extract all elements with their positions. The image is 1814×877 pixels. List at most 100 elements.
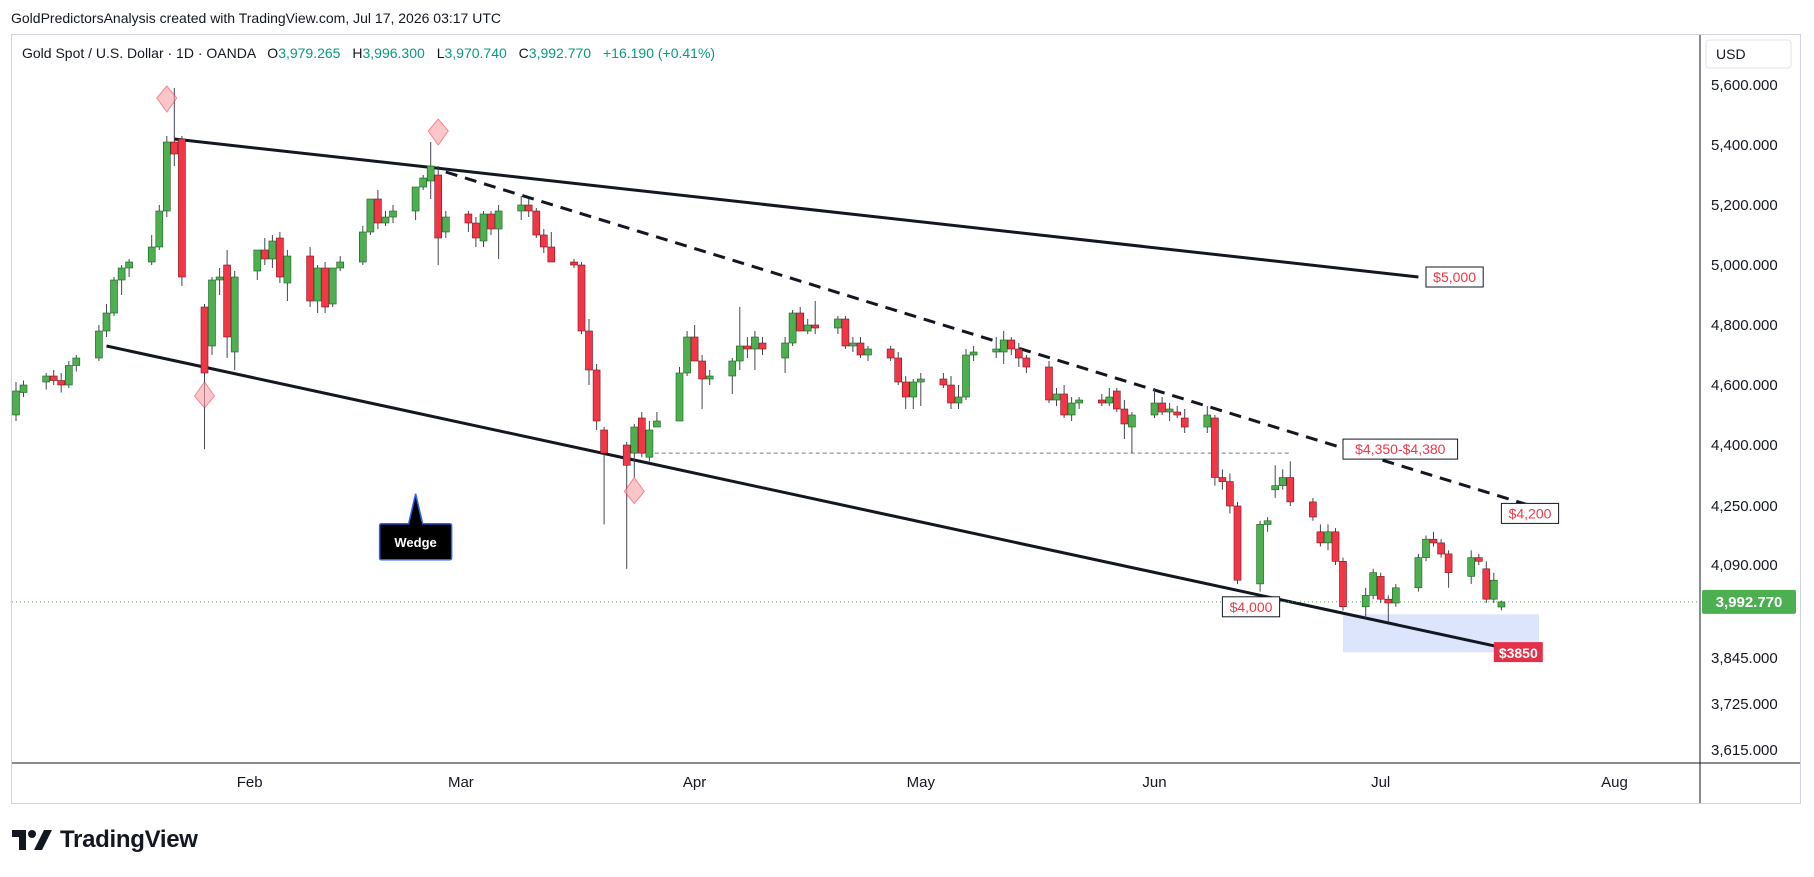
candle bbox=[1007, 337, 1016, 355]
y-tick-label: 4,400.000 bbox=[1711, 437, 1778, 454]
candle bbox=[1120, 400, 1129, 439]
candle bbox=[434, 166, 443, 265]
candle bbox=[117, 265, 126, 295]
candle bbox=[253, 249, 262, 280]
candle bbox=[12, 382, 20, 421]
trendline-wedge-lower[interactable] bbox=[106, 344, 1525, 654]
candle bbox=[276, 232, 284, 283]
candle bbox=[675, 367, 684, 422]
y-tick-label: 4,250.000 bbox=[1711, 498, 1778, 515]
candle bbox=[834, 316, 842, 334]
candle bbox=[992, 337, 1001, 358]
candle bbox=[637, 412, 646, 458]
candle bbox=[600, 427, 608, 525]
price-label[interactable]: $4,200 bbox=[1500, 502, 1560, 524]
candle bbox=[1369, 568, 1377, 600]
price-label[interactable]: $5,000 bbox=[1425, 266, 1484, 288]
wedge-callout[interactable]: Wedge bbox=[378, 493, 453, 561]
svg-text:Gold Spot / U.S. Dollar · 1D ·: Gold Spot / U.S. Dollar · 1D · OANDA O3,… bbox=[22, 45, 715, 61]
candle bbox=[1128, 412, 1136, 454]
candle bbox=[1158, 397, 1166, 415]
candle bbox=[1309, 497, 1317, 521]
candle bbox=[57, 373, 66, 393]
candle bbox=[1022, 355, 1031, 373]
candle bbox=[1203, 406, 1212, 433]
legend-open-label: O bbox=[267, 45, 278, 61]
y-tick-label: 3,615.000 bbox=[1711, 742, 1778, 759]
candle bbox=[547, 232, 556, 263]
candle bbox=[366, 198, 375, 235]
candle bbox=[743, 337, 752, 358]
tradingview-logo-text: TradingView bbox=[60, 826, 198, 853]
x-tick-label: Apr bbox=[683, 774, 706, 791]
candle bbox=[758, 337, 767, 355]
candle bbox=[886, 346, 895, 361]
svg-text:$4,350-$4,380: $4,350-$4,380 bbox=[1355, 441, 1446, 457]
candle bbox=[1361, 587, 1370, 619]
candle bbox=[630, 424, 639, 478]
candle bbox=[65, 361, 73, 388]
candle bbox=[19, 380, 28, 397]
x-tick-label: Mar bbox=[448, 774, 474, 791]
tradingview-logo[interactable]: TradingView bbox=[12, 826, 198, 854]
candle bbox=[577, 262, 586, 334]
candle bbox=[1278, 469, 1287, 490]
last-price-value: 3,992.770 bbox=[1716, 594, 1783, 611]
candle bbox=[1331, 528, 1340, 565]
trendline-wedge-upper[interactable] bbox=[174, 137, 1419, 279]
candle bbox=[683, 331, 691, 376]
candle bbox=[328, 267, 337, 307]
candle bbox=[215, 268, 224, 295]
candle bbox=[200, 304, 209, 450]
y-tick-label: 3,725.000 bbox=[1711, 696, 1778, 713]
candle bbox=[163, 136, 171, 217]
candle bbox=[336, 256, 345, 271]
arrow-marker-down-icon bbox=[156, 85, 178, 113]
candle bbox=[1497, 600, 1506, 611]
candle bbox=[894, 352, 903, 385]
x-tick-label: Aug bbox=[1601, 774, 1628, 791]
candle bbox=[856, 337, 865, 358]
svg-text:$3850: $3850 bbox=[1499, 645, 1538, 661]
svg-text:$4,200: $4,200 bbox=[1509, 505, 1552, 521]
y-tick-label: 4,090.000 bbox=[1711, 557, 1778, 574]
svg-text:$4,000: $4,000 bbox=[1230, 599, 1273, 615]
arrow-marker-up-icon bbox=[193, 381, 216, 409]
candle bbox=[147, 235, 156, 265]
candle bbox=[864, 346, 872, 361]
legend-high-label: H bbox=[352, 45, 362, 61]
candle bbox=[306, 247, 314, 307]
chart-frame bbox=[11, 34, 1801, 804]
candle bbox=[916, 373, 925, 406]
candle bbox=[811, 301, 820, 334]
candle bbox=[781, 337, 789, 373]
candle bbox=[517, 196, 526, 220]
x-tick-label: Jul bbox=[1371, 774, 1390, 791]
candle bbox=[321, 262, 329, 313]
y-tick-label: 4,800.000 bbox=[1711, 317, 1778, 334]
y-tick-label: 5,000.000 bbox=[1711, 257, 1778, 274]
candle bbox=[1316, 524, 1325, 547]
candle bbox=[1339, 557, 1347, 611]
candle bbox=[653, 412, 661, 428]
candle bbox=[954, 385, 963, 409]
candle bbox=[208, 277, 216, 355]
candle bbox=[494, 205, 503, 259]
candle bbox=[803, 319, 812, 334]
candle bbox=[1218, 469, 1227, 490]
x-tick-label: Feb bbox=[237, 774, 263, 791]
candle bbox=[751, 331, 759, 370]
candle bbox=[690, 325, 699, 362]
candle bbox=[1475, 553, 1483, 565]
currency-box[interactable]: USD bbox=[1705, 39, 1792, 69]
price-label[interactable]: $4,350-$4,380 bbox=[1342, 438, 1459, 460]
candle bbox=[1014, 343, 1023, 367]
candle bbox=[479, 211, 488, 247]
candle bbox=[1173, 406, 1181, 418]
price-label[interactable]: $3850 bbox=[1493, 642, 1543, 663]
candle bbox=[1052, 388, 1061, 406]
candle bbox=[1060, 385, 1068, 418]
price-label[interactable]: $4,000 bbox=[1221, 596, 1281, 618]
candle bbox=[155, 205, 164, 250]
